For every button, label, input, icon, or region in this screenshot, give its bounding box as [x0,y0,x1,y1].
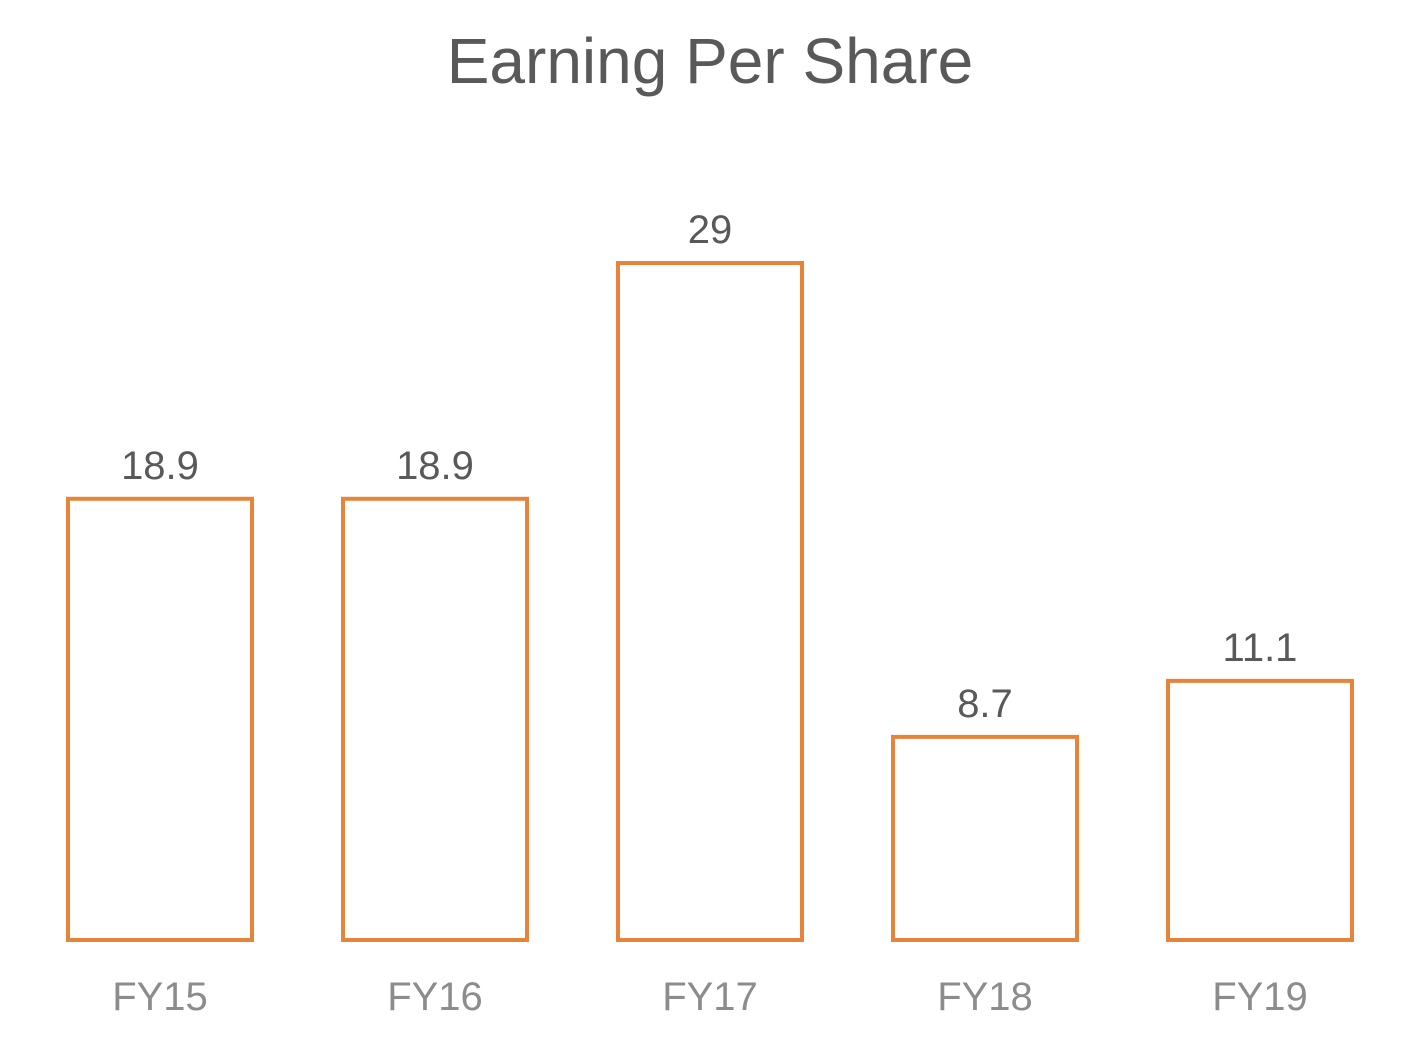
value-label-fy17: 29 [688,208,733,252]
category-labels-group: FY15 FY16 FY17 FY18 FY19 [112,975,1308,1019]
category-label-fy19: FY19 [1212,975,1308,1019]
value-labels-group: 18.9 18.9 29 8.7 11.1 [121,208,1297,726]
bars-group [66,261,1354,943]
chart-title: Earning Per Share [447,25,974,97]
category-label-fy15: FY15 [112,975,208,1019]
category-label-fy17: FY17 [662,975,758,1019]
value-label-fy19: 11.1 [1223,626,1298,670]
category-label-fy18: FY18 [937,975,1033,1019]
bar-fy19 [1166,678,1354,943]
bar-fy15 [66,496,254,942]
bar-fy16 [341,496,529,942]
bar-fy17 [616,261,804,942]
value-label-fy16: 18.9 [396,444,474,488]
value-label-fy15: 18.9 [121,444,199,488]
value-label-fy18: 8.7 [957,682,1013,726]
bar-fy18 [891,734,1079,943]
category-label-fy16: FY16 [387,975,483,1019]
